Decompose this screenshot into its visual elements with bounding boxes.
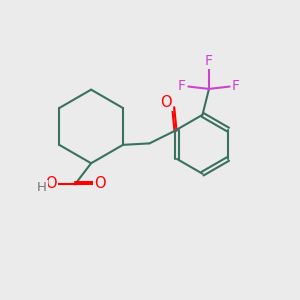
Text: F: F bbox=[232, 79, 240, 93]
Text: H: H bbox=[37, 182, 47, 194]
Text: F: F bbox=[205, 54, 213, 68]
Text: O: O bbox=[94, 176, 106, 191]
Text: O: O bbox=[46, 176, 57, 191]
Text: O: O bbox=[160, 95, 172, 110]
Text: F: F bbox=[178, 79, 186, 93]
